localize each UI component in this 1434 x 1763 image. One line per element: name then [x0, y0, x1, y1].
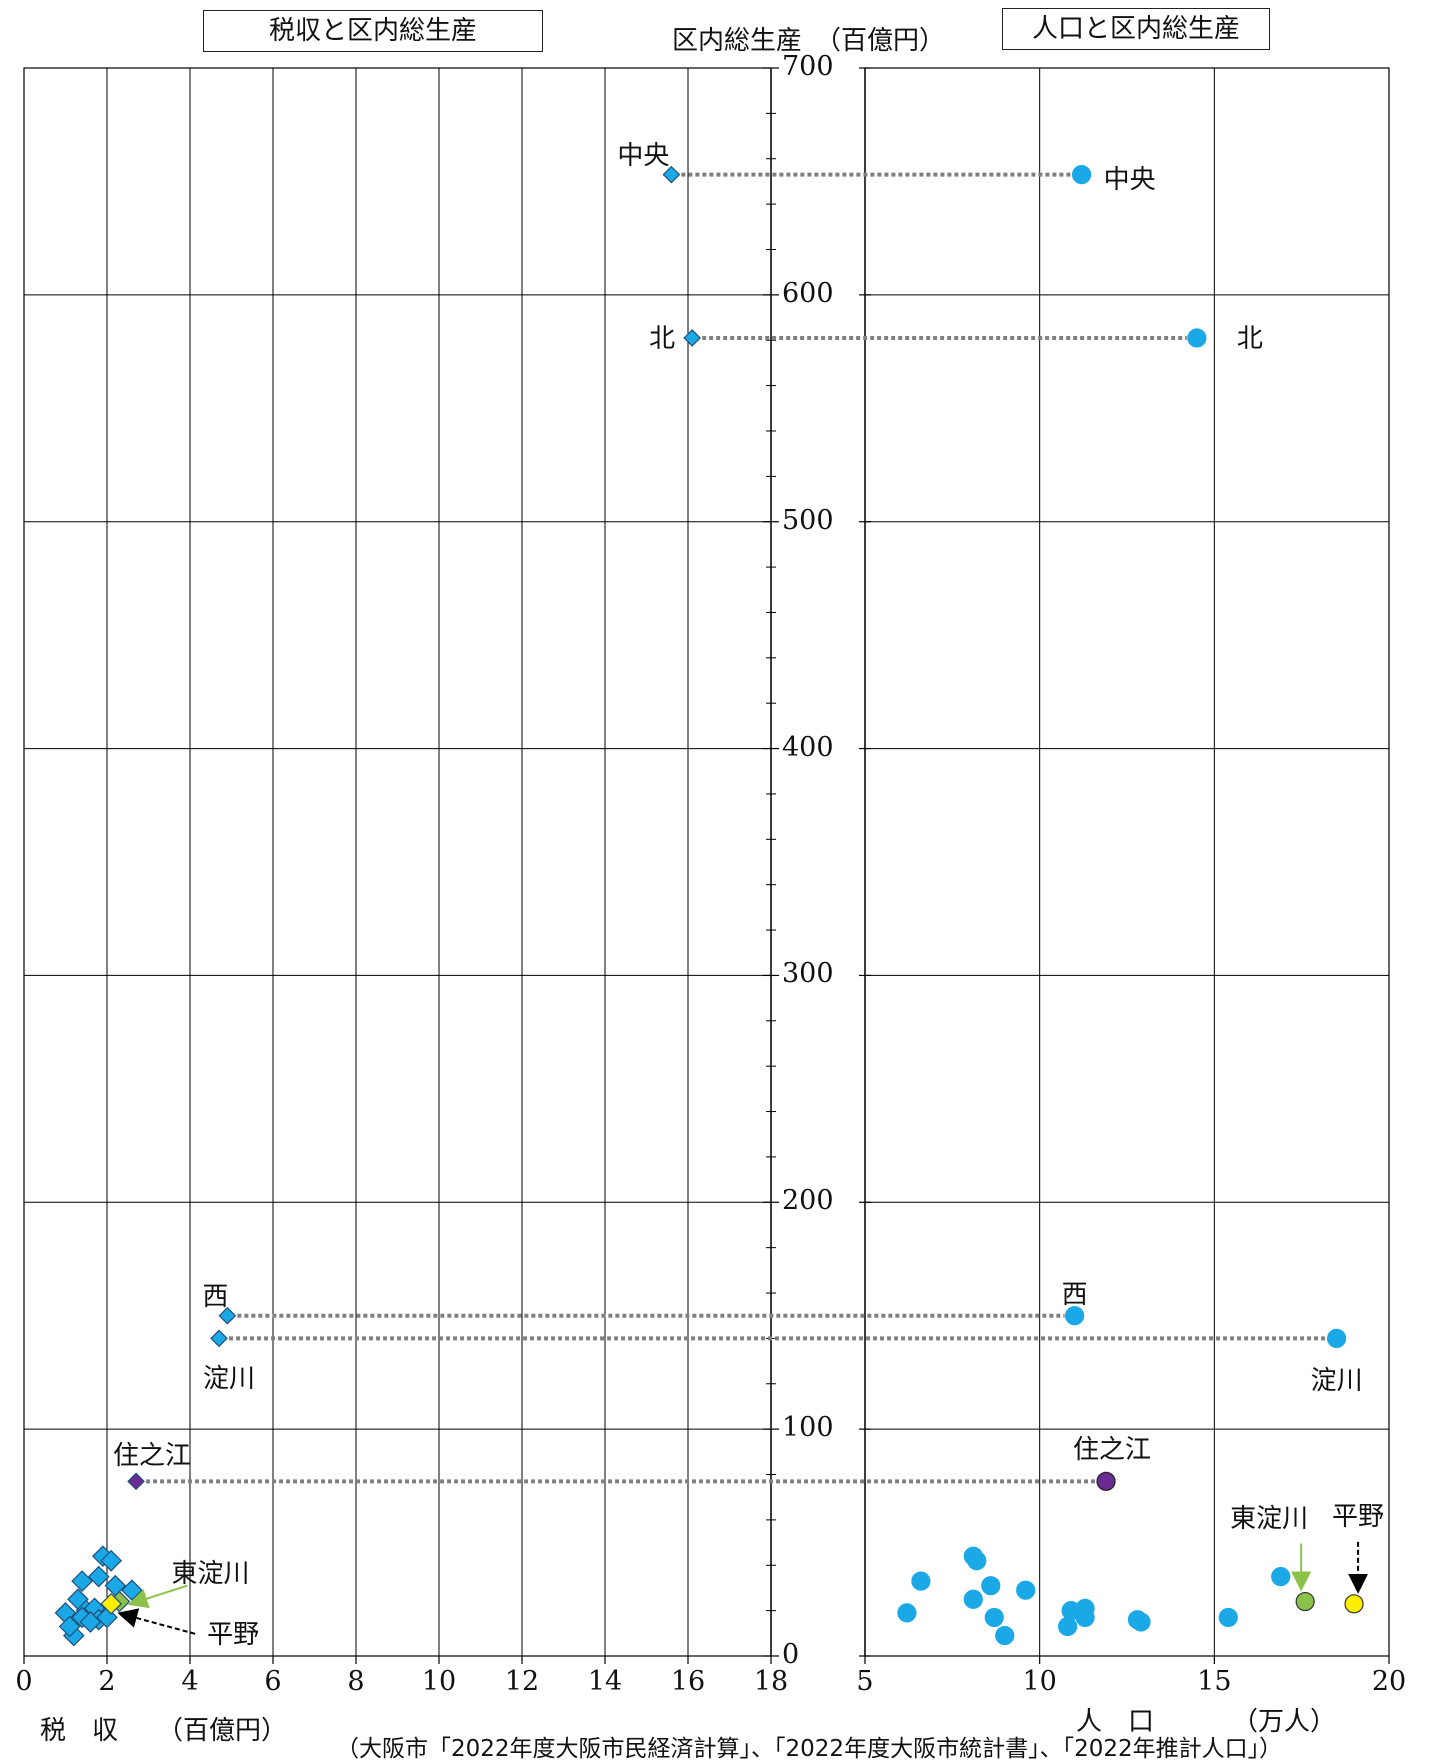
connectors: [146, 172, 1327, 1484]
population-point-label: 淀川: [1310, 1366, 1363, 1397]
population-point-highlighted: [1295, 1591, 1315, 1612]
tax-point-label: 西: [202, 1281, 229, 1312]
population-point-label: 東淀川: [1230, 1503, 1309, 1534]
population-point-highlighted: [1344, 1594, 1364, 1614]
east-yodogawa-arrow-left: [127, 1584, 188, 1609]
population-point: [1271, 1566, 1291, 1587]
tax-point-label: 淀川: [203, 1364, 256, 1395]
tax-point: [79, 1611, 102, 1633]
y-tick-label: 400: [782, 731, 834, 763]
tax-point-highlighted: [683, 329, 701, 347]
population-point: [981, 1576, 1001, 1596]
arrows: [117, 1541, 1369, 1635]
population-point-label: 住之江: [1073, 1435, 1152, 1466]
population-point-highlighted: [1326, 1328, 1347, 1349]
y-tick-label: 700: [782, 51, 834, 82]
population-point: [1131, 1612, 1151, 1632]
y-tick-label: 500: [782, 504, 834, 536]
left-x-tick-label: 12: [504, 1666, 540, 1697]
left-x-tick-label: 4: [181, 1666, 199, 1697]
right-x-tick-label: 20: [1371, 1666, 1407, 1697]
tax-point-highlighted: [127, 1472, 145, 1491]
y-axis-label: 区内総生産 （百億円）: [672, 26, 946, 56]
population-point-highlighted: [1187, 328, 1207, 348]
axes: [23, 67, 1390, 1664]
left-chart-title: 税収と区内総生産: [203, 10, 543, 52]
left-x-tick-label: 0: [15, 1666, 33, 1697]
source-note: （大阪市「2022年度大阪市民経済計算」、「2022年度大阪市統計書」、「202…: [336, 1736, 1283, 1762]
population-point: [967, 1551, 987, 1571]
y-tick-label: 200: [782, 1185, 834, 1217]
right-x-axis-label: 人 口: [1076, 1707, 1155, 1737]
tax-point-label: 中央: [617, 140, 670, 171]
tax-point: [100, 1549, 122, 1572]
marks: [54, 165, 1364, 1647]
population-point-highlighted: [1096, 1471, 1116, 1491]
y-tick-label: 100: [782, 1412, 834, 1444]
y-tick-label: 0: [782, 1639, 800, 1670]
population-point-label: 平野: [1332, 1501, 1385, 1532]
left-x-axis-label: 税 収 （百億円）: [40, 1716, 288, 1746]
left-x-tick-label: 2: [98, 1666, 116, 1697]
population-point: [911, 1571, 931, 1591]
tax-point-label: 東淀川: [171, 1558, 250, 1589]
population-point-label: 北: [1236, 323, 1263, 354]
population-point-label: 中央: [1103, 164, 1156, 195]
tax-point-label: 住之江: [113, 1441, 192, 1472]
tax-point: [71, 1570, 93, 1592]
right-chart-title: 人口と区内総生産: [1002, 8, 1270, 50]
y-tick-label: 300: [782, 958, 834, 990]
population-point-highlighted: [1071, 165, 1092, 185]
tax-point-highlighted: [210, 1329, 228, 1348]
right-x-tick-label: 15: [1197, 1666, 1232, 1697]
population-point-label: 西: [1061, 1279, 1088, 1310]
population-point: [897, 1603, 917, 1623]
population-point-highlighted: [1064, 1306, 1085, 1326]
y-tick-label: 600: [782, 277, 834, 309]
tax-point-highlighted: [100, 1592, 122, 1615]
tax-point: [58, 1615, 81, 1638]
tax-point-highlighted: [218, 1306, 237, 1325]
right-x-tick-label: 10: [1022, 1666, 1057, 1697]
right-x-axis-unit: （万人）: [1232, 1707, 1337, 1737]
left-x-tick-label: 18: [753, 1666, 789, 1697]
population-point: [1016, 1580, 1036, 1600]
population-point: [1218, 1607, 1238, 1628]
population-point: [1075, 1607, 1095, 1628]
left-x-tick-label: 16: [670, 1666, 706, 1697]
grid: [23, 67, 1390, 1657]
right-plot-frame: [864, 67, 1390, 1657]
left-plot-frame: [23, 67, 772, 1657]
tax-point-label: 北: [649, 323, 676, 354]
tax-point: [104, 1574, 127, 1597]
hirano-arrow-left: [117, 1608, 196, 1635]
tax-point: [87, 1565, 110, 1588]
left-x-tick-label: 14: [587, 1666, 623, 1697]
left-x-tick-label: 8: [347, 1666, 365, 1697]
left-x-tick-label: 6: [264, 1666, 282, 1697]
population-point: [995, 1625, 1015, 1646]
right-x-tick-label: 5: [856, 1666, 874, 1697]
population-point: [984, 1607, 1004, 1628]
tax-point-highlighted: [662, 165, 681, 184]
population-point: [963, 1589, 983, 1609]
left-x-tick-label: 10: [421, 1666, 457, 1697]
tax-point-label: 平野: [207, 1619, 260, 1650]
population-point: [1058, 1616, 1078, 1637]
